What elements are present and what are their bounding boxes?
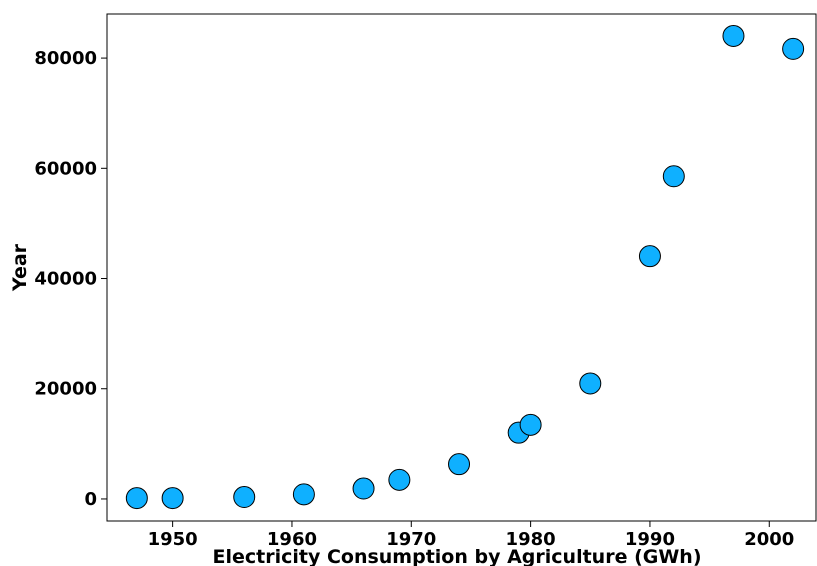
x-tick-label: 1960 bbox=[267, 529, 317, 550]
data-point bbox=[352, 477, 375, 500]
x-axis-title: Electricity Consumption by Agriculture (… bbox=[212, 546, 701, 566]
data-point bbox=[638, 245, 661, 268]
data-point bbox=[662, 165, 685, 188]
y-axis-title: Year bbox=[9, 243, 31, 292]
y-tick-label: 20000 bbox=[34, 379, 97, 400]
y-tick-label: 80000 bbox=[34, 48, 97, 69]
y-tick-label: 0 bbox=[84, 489, 97, 510]
x-tick-label: 1990 bbox=[625, 529, 675, 550]
data-point bbox=[722, 24, 745, 47]
x-tick-label: 2000 bbox=[744, 529, 794, 550]
x-tick-label: 1980 bbox=[506, 529, 556, 550]
data-point bbox=[448, 453, 471, 476]
data-point bbox=[782, 37, 805, 60]
data-point bbox=[233, 486, 256, 509]
x-tick-label: 1970 bbox=[386, 529, 436, 550]
data-point bbox=[579, 372, 602, 395]
data-point bbox=[161, 487, 184, 510]
data-point bbox=[125, 487, 148, 510]
y-tick-label: 60000 bbox=[34, 158, 97, 179]
data-point bbox=[292, 483, 315, 506]
data-point bbox=[519, 413, 542, 436]
plot-area-frame bbox=[106, 13, 817, 522]
data-point bbox=[388, 468, 411, 491]
x-tick-label: 1950 bbox=[148, 529, 198, 550]
y-tick-label: 40000 bbox=[34, 269, 97, 290]
